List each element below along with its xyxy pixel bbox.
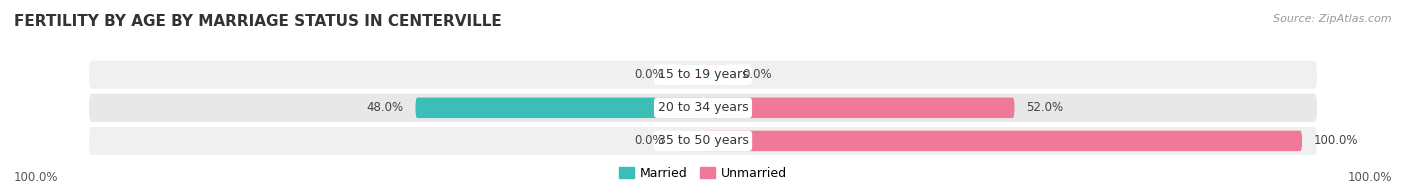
FancyBboxPatch shape xyxy=(89,127,1317,155)
FancyBboxPatch shape xyxy=(415,98,703,118)
Text: FERTILITY BY AGE BY MARRIAGE STATUS IN CENTERVILLE: FERTILITY BY AGE BY MARRIAGE STATUS IN C… xyxy=(14,14,502,29)
Text: 100.0%: 100.0% xyxy=(14,171,59,184)
Text: 0.0%: 0.0% xyxy=(634,68,664,81)
FancyBboxPatch shape xyxy=(703,131,1302,151)
Text: 0.0%: 0.0% xyxy=(742,68,772,81)
FancyBboxPatch shape xyxy=(679,131,703,151)
FancyBboxPatch shape xyxy=(703,98,1015,118)
Text: Source: ZipAtlas.com: Source: ZipAtlas.com xyxy=(1274,14,1392,24)
Text: 48.0%: 48.0% xyxy=(367,101,404,114)
Text: 20 to 34 years: 20 to 34 years xyxy=(658,101,748,114)
Legend: Married, Unmarried: Married, Unmarried xyxy=(613,162,793,185)
Text: 100.0%: 100.0% xyxy=(1347,171,1392,184)
FancyBboxPatch shape xyxy=(89,94,1317,122)
Text: 0.0%: 0.0% xyxy=(634,134,664,147)
Text: 15 to 19 years: 15 to 19 years xyxy=(658,68,748,81)
Text: 52.0%: 52.0% xyxy=(1026,101,1063,114)
FancyBboxPatch shape xyxy=(703,64,727,85)
Text: 35 to 50 years: 35 to 50 years xyxy=(658,134,748,147)
FancyBboxPatch shape xyxy=(89,61,1317,89)
FancyBboxPatch shape xyxy=(679,64,703,85)
Text: 100.0%: 100.0% xyxy=(1315,134,1358,147)
